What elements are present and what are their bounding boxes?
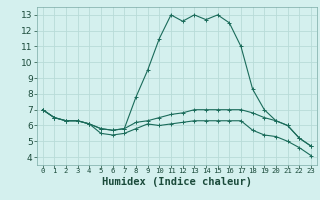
X-axis label: Humidex (Indice chaleur): Humidex (Indice chaleur) bbox=[102, 177, 252, 187]
